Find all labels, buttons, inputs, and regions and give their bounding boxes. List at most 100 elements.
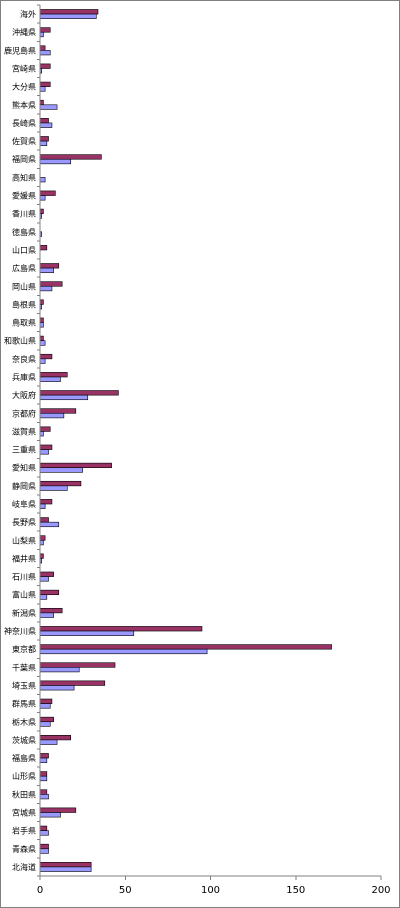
bar-series-2-26 <box>39 485 68 491</box>
category-label: 福島県 <box>12 753 36 763</box>
bar-series-1-1 <box>39 27 51 33</box>
bar-series-2-44 <box>39 812 61 818</box>
bar-series-2-22 <box>39 412 65 419</box>
bar-series-1-28 <box>39 517 49 523</box>
bar-series-2-39 <box>39 721 51 727</box>
bar-series-1-3 <box>39 63 51 69</box>
bar-series-2-23 <box>39 431 44 437</box>
bar-series-2-15 <box>39 285 53 292</box>
bar-series-1-19 <box>39 353 53 360</box>
bar-series-1-31 <box>39 571 54 577</box>
bar-series-2-32 <box>39 594 48 600</box>
bar-series-1-0 <box>39 9 99 15</box>
bar-series-1-18 <box>39 335 44 342</box>
category-label: 群馬県 <box>12 699 36 709</box>
category-label: 富山県 <box>12 590 36 600</box>
x-tick-label: 150 <box>286 885 305 896</box>
category-label: 石川県 <box>12 573 36 582</box>
category-label: 青森県 <box>12 844 36 854</box>
bar-series-1-14 <box>39 263 60 269</box>
bar-series-1-42 <box>39 771 48 777</box>
category-label: 大分県 <box>12 82 36 92</box>
bar-series-1-33 <box>39 607 63 614</box>
bar-series-2-25 <box>39 467 83 473</box>
bar-series-1-45 <box>39 825 48 831</box>
bar-series-1-29 <box>39 535 46 541</box>
bar-series-1-17 <box>39 317 44 323</box>
category-label: 千葉県 <box>12 662 36 672</box>
bar-series-2-37 <box>39 685 75 691</box>
category-label: 埼玉県 <box>12 680 36 690</box>
bar-series-1-8 <box>39 154 102 160</box>
bar-series-1-46 <box>39 843 49 850</box>
bar-series-1-10 <box>39 190 56 196</box>
bar-series-2-9 <box>39 177 46 183</box>
bar-series-2-29 <box>39 539 44 546</box>
bar-series-1-24 <box>39 444 53 450</box>
bar-series-1-2 <box>39 45 46 51</box>
category-label: 兵庫県 <box>12 372 36 382</box>
bar-series-1-36 <box>39 662 116 668</box>
x-tick-label: 100 <box>201 885 220 896</box>
category-label: 島根県 <box>12 299 36 309</box>
bar-series-2-7 <box>39 140 48 146</box>
category-label: 奈良県 <box>12 354 36 364</box>
category-label: 栃木県 <box>12 717 36 727</box>
bar-series-1-26 <box>39 480 82 487</box>
bar-series-1-13 <box>39 245 48 251</box>
bar-series-1-11 <box>39 208 44 214</box>
category-label: 秋田県 <box>12 789 36 799</box>
category-label: 高知県 <box>12 172 36 182</box>
category-label: 熊本県 <box>12 100 36 110</box>
bar-series-2-33 <box>39 612 54 618</box>
bar-series-1-25 <box>39 462 112 469</box>
x-tick-label: 0 <box>37 885 43 896</box>
category-label: 沖縄県 <box>12 27 36 37</box>
category-label: 東京都 <box>12 644 36 654</box>
category-label: 福岡県 <box>12 155 36 164</box>
bar-series-1-15 <box>39 281 63 287</box>
bar-series-2-21 <box>39 394 89 401</box>
bar-series-1-44 <box>39 807 77 813</box>
bar-series-2-45 <box>39 830 49 836</box>
category-label: 岐阜県 <box>12 499 36 509</box>
category-label: 岩手県 <box>12 826 36 836</box>
bar-series-2-24 <box>39 449 49 455</box>
category-label: 宮城県 <box>12 807 36 817</box>
bar-series-2-5 <box>39 104 58 110</box>
bar-series-1-41 <box>39 753 49 759</box>
bar-series-2-46 <box>39 848 49 854</box>
category-label: 宮崎県 <box>12 64 36 74</box>
category-label: 大阪府 <box>12 390 36 400</box>
category-label: 神奈川県 <box>4 626 36 636</box>
bar-series-2-2 <box>39 50 51 56</box>
bar-series-1-34 <box>39 626 203 632</box>
bar-series-2-31 <box>39 576 49 582</box>
bar-series-2-42 <box>39 775 48 782</box>
bar-series-2-40 <box>39 739 58 745</box>
bar-series-1-6 <box>39 118 49 124</box>
bar-series-2-36 <box>39 667 80 673</box>
category-label: 三重県 <box>12 445 36 455</box>
bar-series-1-7 <box>39 136 49 142</box>
category-label: 鳥取県 <box>12 318 36 328</box>
x-tick-label: 50 <box>119 885 132 896</box>
bar-series-2-1 <box>39 31 44 38</box>
bar-series-2-35 <box>39 648 208 655</box>
bar-series-1-32 <box>39 589 60 596</box>
bar-series-2-28 <box>39 521 60 528</box>
bar-series-1-23 <box>39 426 51 432</box>
bar-series-1-4 <box>39 81 51 87</box>
x-tick-label: 200 <box>371 885 390 896</box>
category-label: 徳島県 <box>12 227 36 237</box>
bar-series-1-40 <box>39 735 71 741</box>
bar-series-1-35 <box>39 644 332 650</box>
category-label: 広島県 <box>12 263 36 273</box>
bar-series-1-16 <box>39 299 44 305</box>
category-label: 長崎県 <box>12 118 36 128</box>
bar-series-2-6 <box>39 122 53 128</box>
category-label: 新潟県 <box>12 608 36 618</box>
category-label: 福井県 <box>12 553 36 563</box>
